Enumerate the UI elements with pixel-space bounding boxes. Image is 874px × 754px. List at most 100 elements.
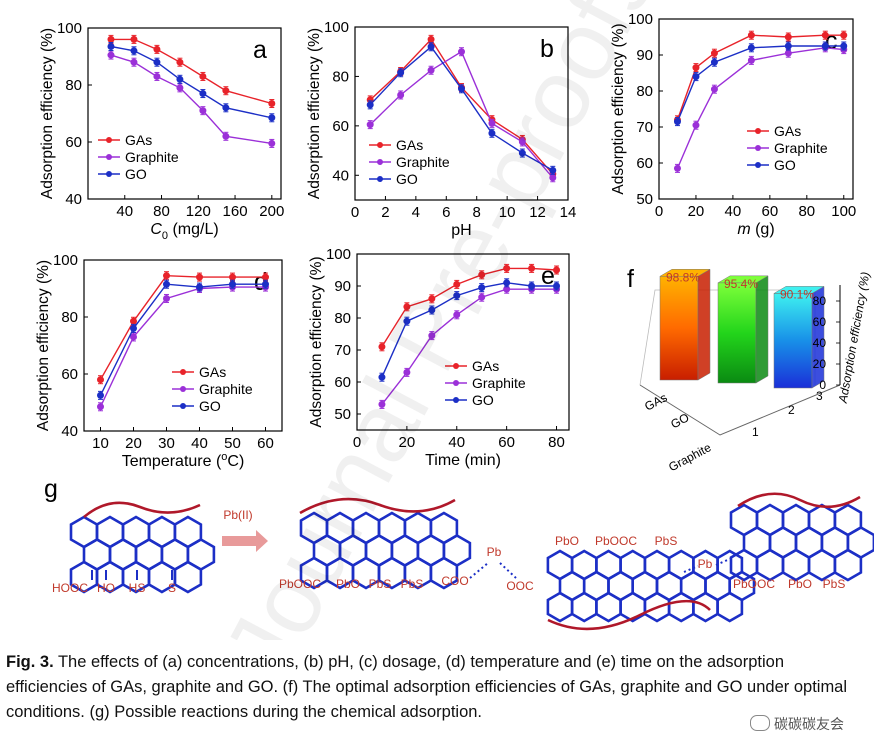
x-tick-label: 40 [448,434,465,451]
molecule-graphene-oxide [69,515,216,594]
legend-label: Graphite [774,140,828,156]
data-point [528,282,536,290]
data-point [692,73,700,81]
legend-label: GO [199,398,221,414]
data-point [130,333,137,341]
functional-group: COO [441,574,468,588]
legend-marker [180,369,186,375]
x-tick-label: 80 [798,203,815,220]
x-tick-label: 40 [116,203,133,220]
data-point [692,64,700,72]
data-point [199,107,207,115]
x-tick-label: 0 [351,204,359,221]
y-tick-label: 40 [65,191,82,208]
x-tick-label: 40 [725,203,742,220]
y-tick-label: 50 [636,191,653,208]
data-point [453,280,461,288]
data-point [229,273,236,281]
functional-group: PbO [555,534,579,548]
x-axis-label: Temperature (oC) [122,451,245,470]
y-tick-label: 80 [332,68,349,85]
panel-e: 0 20 40 60 80 50 60 70 80 90 100 Time (min) Adsorpti… [308,246,570,469]
data-point [453,292,461,300]
data-point [518,149,526,157]
reagent-label: Pb(II) [223,508,252,522]
data-point [710,58,718,66]
wechat-icon [750,715,770,731]
data-point [747,56,755,64]
data-point [488,119,496,127]
data-point [153,72,161,80]
x-tick-label: 120 [186,203,211,220]
series-go [97,279,269,400]
series-line [99,283,266,396]
carbon-ring [595,591,622,623]
data-point [710,49,718,57]
y-tick-label: 100 [326,246,351,263]
y-tick-label: 50 [334,406,351,423]
legend-marker [106,137,112,143]
panel-d: 10 20 30 40 50 60 40 60 80 100 Temperature (oC) Ads… [35,252,283,470]
y-tick-label: 90 [334,278,351,295]
functional-group: PbS [369,577,392,591]
bar-gas: 98.8% [659,268,711,381]
data-point [747,31,755,39]
bridge-pb: Pb [487,545,502,559]
data-point [427,43,435,51]
series-line [110,45,272,119]
edge-curve [83,501,201,518]
data-point [478,284,486,292]
z-tick-label: 80 [813,294,827,308]
caption-label: Fig. 3. [6,653,54,671]
y-tick-label: 60 [334,374,351,391]
carbon-ring [716,591,744,623]
carbon-ring [546,591,574,623]
bar-front [717,282,757,384]
carbon-ring [755,548,785,582]
legend-marker [377,159,383,165]
data-point [97,403,104,411]
x-tick-label: 20 [399,434,416,451]
molecule-adsorbed-3 [729,503,874,582]
panel-f-3d-bar-chart: 98.8% 95.4% 90.1% 0 20 40 60 80 Adsorption effic… [627,265,872,474]
legend-marker [453,397,459,403]
y-axis-label: Adsorption efficiency (%) [306,28,323,199]
legend-marker [180,386,186,392]
depth-tick-label: 3 [816,389,823,403]
functional-group: HS [129,581,146,595]
x-tick-label: 8 [473,204,481,221]
data-point [130,324,137,332]
series-go [107,42,276,123]
x-tick-label: 12 [529,204,546,221]
panel-b: 0 2 4 6 8 10 12 14 40 60 80 100 pH Adsorption efficie… [306,19,576,239]
data-point [553,266,561,274]
legend-marker [377,142,383,148]
x-tick-label: 6 [442,204,450,221]
bar-data-label: 90.1% [780,287,814,301]
x-tick-label: 80 [548,434,565,451]
y-tick-label: 80 [65,77,82,94]
panel-label: b [540,35,554,63]
x-axis-label: Time (min) [425,452,501,469]
data-point [378,400,386,408]
legend-label: GO [472,392,494,408]
data-point [784,49,792,57]
data-point [176,58,184,66]
x-tick-label: 20 [688,203,705,220]
y-tick-label: 40 [332,167,349,184]
bar-top [659,269,711,277]
data-point [163,272,170,280]
data-point [553,282,561,290]
x-tick-label: 60 [498,434,515,451]
series-go [366,42,557,175]
functional-group: PbOOC [279,577,321,591]
plot-frame [658,18,854,200]
legend-marker [106,171,112,177]
data-point [222,132,230,140]
legend-marker [180,403,186,409]
data-point [130,317,137,325]
